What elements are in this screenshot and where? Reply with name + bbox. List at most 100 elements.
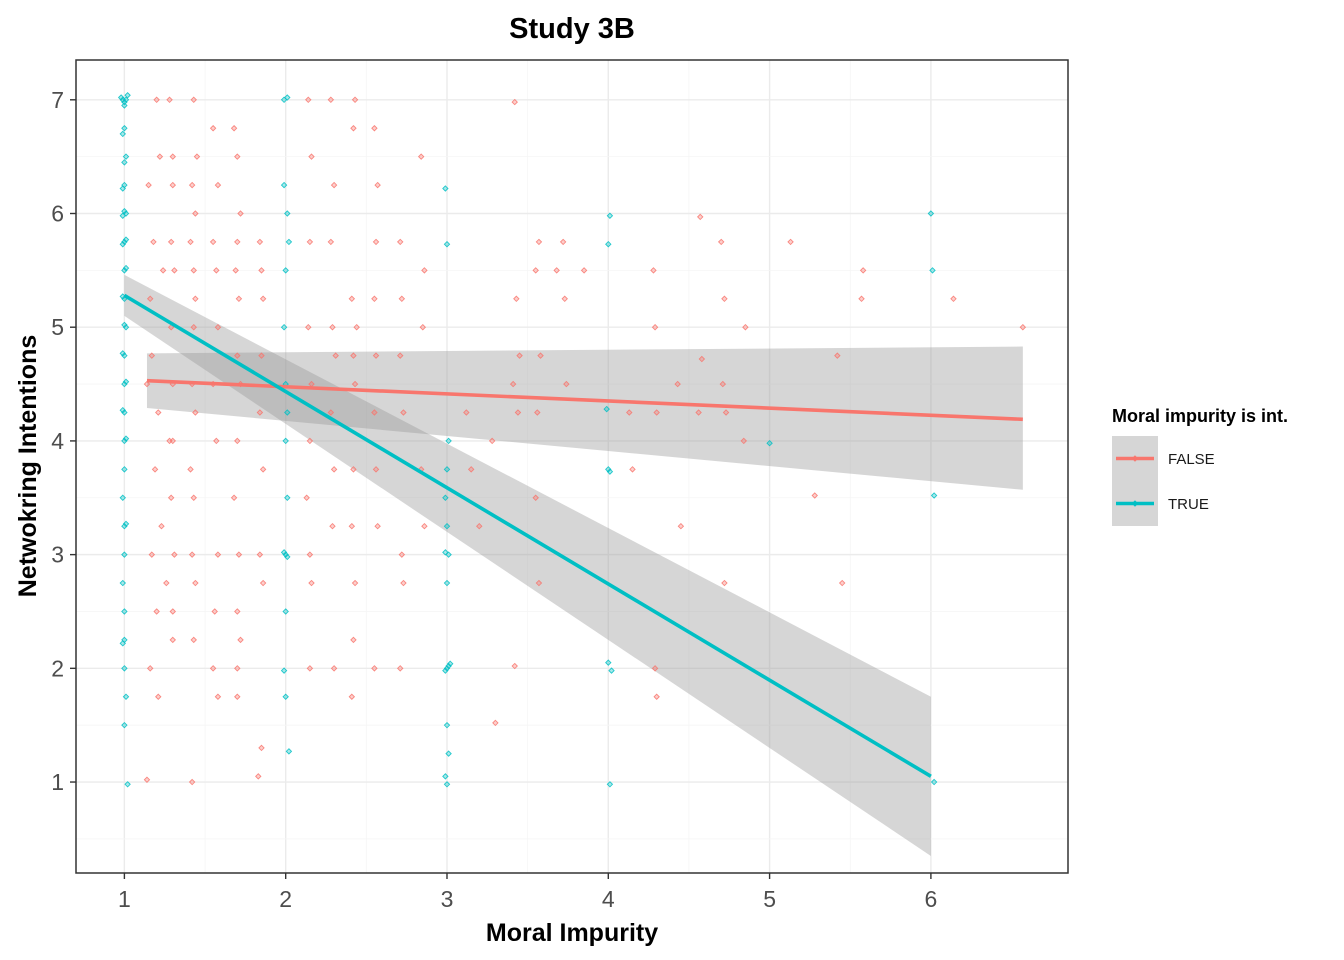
data-point-false [237, 636, 244, 644]
x-tick-label: 4 [602, 886, 615, 912]
data-point-false [230, 124, 238, 132]
data-point-true [284, 494, 291, 502]
data-point-true [121, 437, 128, 445]
data-point-true [443, 240, 451, 248]
data-point-false [235, 551, 243, 558]
x-axis-title: Moral Impurity [486, 919, 658, 947]
data-point-true [121, 380, 128, 388]
y-tick-label: 3 [51, 542, 64, 568]
data-point-false [374, 522, 381, 530]
data-point-false [306, 551, 314, 558]
x-tick-label: 1 [118, 886, 131, 912]
x-tick-label: 2 [279, 886, 292, 912]
data-point-false [329, 522, 336, 530]
data-point-true [282, 267, 289, 274]
data-point-true [122, 435, 130, 442]
data-point-false [192, 210, 199, 217]
data-point-true [122, 378, 130, 386]
data-point-true [122, 236, 130, 243]
data-point-true [119, 640, 127, 647]
data-point-false [651, 323, 659, 331]
data-point-false [722, 409, 730, 416]
data-point-false [234, 238, 241, 246]
data-point-false [143, 380, 151, 388]
data-point-false [396, 238, 404, 246]
x-tick-label: 5 [763, 886, 776, 912]
y-tick-label: 2 [51, 655, 64, 681]
data-point-true [282, 551, 289, 558]
data-point-false [516, 352, 523, 359]
data-point-false [169, 153, 177, 160]
data-point-true [121, 159, 128, 166]
data-point-false [677, 522, 685, 530]
data-point-false [327, 238, 335, 246]
data-point-false [148, 352, 156, 359]
data-point-false [303, 494, 310, 502]
data-point-false [190, 323, 197, 331]
data-point-true [929, 267, 936, 274]
data-point-false [398, 551, 406, 558]
legend-title: Moral impurity is int. [1112, 406, 1288, 426]
data-point-false [330, 466, 338, 473]
data-point-false [651, 665, 659, 672]
data-point-true [285, 748, 293, 755]
data-point-false [150, 238, 157, 246]
data-point-false [193, 153, 201, 160]
scatter-points [117, 92, 1027, 788]
data-point-false [353, 323, 360, 331]
x-axis-ticks: 1 2 3 4 5 6 [118, 873, 937, 912]
y-tick-label: 7 [51, 87, 64, 113]
data-point-false [350, 636, 357, 644]
data-point-true [119, 212, 127, 220]
trend-line-true [123, 293, 932, 778]
data-point-false [209, 665, 217, 672]
data-point-false [834, 352, 841, 359]
data-point-true [121, 207, 128, 215]
data-point-false [234, 665, 241, 672]
data-point-false [214, 323, 222, 331]
data-point-false [234, 153, 241, 160]
data-point-false [209, 238, 217, 246]
data-point-false [467, 466, 475, 473]
data-point-true [121, 608, 128, 615]
data-point-false [563, 380, 570, 388]
data-point-false [553, 267, 560, 274]
data-point-true [121, 665, 128, 672]
x-tick-label: 6 [924, 886, 937, 912]
data-point-true [445, 750, 452, 757]
data-point-false [190, 267, 197, 274]
data-point-false [721, 579, 728, 587]
data-point-false [232, 267, 239, 274]
data-point-true [930, 778, 938, 786]
data-point-false [159, 267, 167, 274]
data-point-true [284, 210, 291, 217]
data-point-false [188, 778, 196, 786]
data-point-true [280, 181, 288, 189]
data-point-false [155, 693, 162, 700]
data-point-true [121, 721, 128, 729]
data-point-true [284, 553, 291, 561]
data-point-true [121, 551, 128, 558]
y-tick-label: 6 [51, 201, 64, 227]
data-point-true [117, 94, 125, 101]
data-point-false [213, 437, 220, 445]
data-point-false [559, 238, 567, 246]
data-point-false [511, 662, 518, 670]
data-point-true [121, 321, 128, 329]
data-point-false [511, 98, 518, 106]
data-point-false [145, 181, 152, 189]
data-point-false [372, 352, 380, 359]
data-point-false [167, 238, 175, 246]
legend: Moral impurity is int. FALSE TRUE [1112, 406, 1288, 526]
data-point-false [534, 409, 541, 416]
data-point-false [213, 267, 220, 274]
data-point-false [209, 124, 217, 132]
data-point-true [603, 405, 610, 413]
data-point-false [421, 522, 428, 530]
data-point-false [259, 579, 267, 587]
data-point-false [626, 409, 633, 416]
data-point-false [838, 579, 846, 587]
data-point-false [148, 551, 156, 558]
